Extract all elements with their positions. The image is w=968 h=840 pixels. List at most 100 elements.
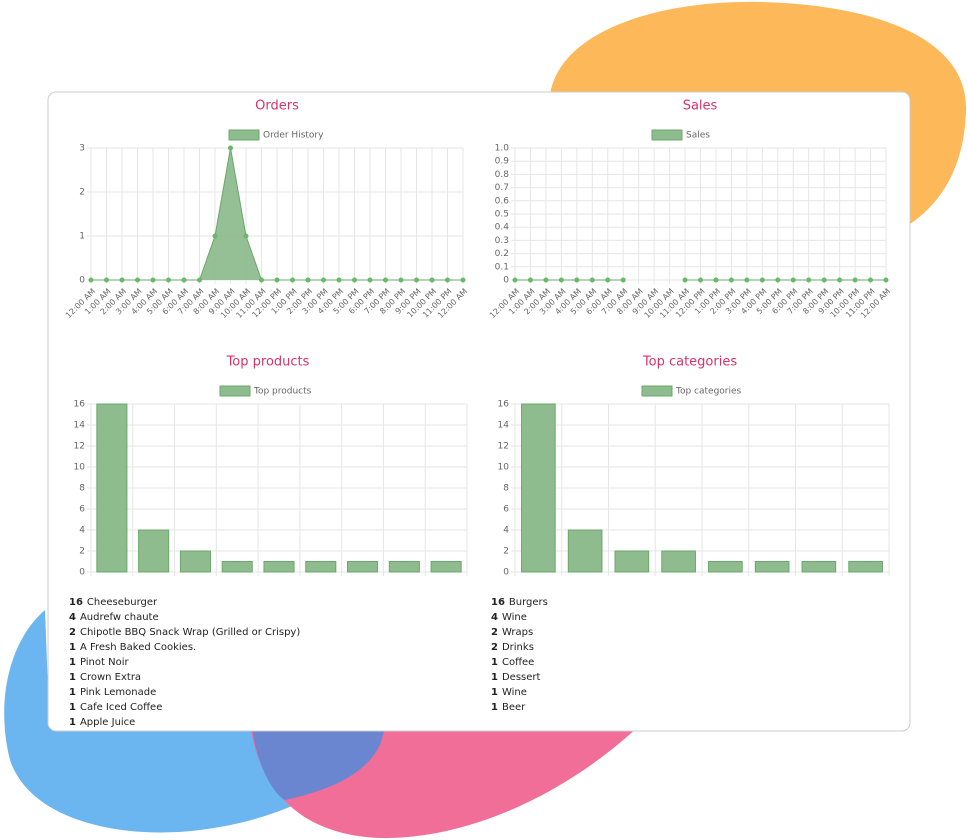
- y-tick-label: 4: [503, 526, 509, 536]
- point: [367, 277, 373, 283]
- point: [197, 277, 202, 283]
- bar: [96, 403, 128, 573]
- list-name: Wine: [502, 687, 527, 698]
- list-item: 1 Dessert: [491, 672, 541, 683]
- y-tick-label: 0.7: [495, 183, 509, 193]
- point: [104, 277, 109, 283]
- list-item: 1 Cafe Iced Coffee: [69, 702, 162, 713]
- y-tick-label: 0.6: [495, 196, 510, 206]
- list-count: 1: [69, 702, 76, 713]
- list-count: 2: [491, 642, 498, 653]
- chart-title: Top categories: [642, 355, 737, 370]
- point: [775, 277, 781, 283]
- list-item: 4 Wine: [491, 612, 527, 623]
- legend-swatch: [641, 385, 673, 397]
- bar: [430, 561, 462, 573]
- list-name: Dessert: [502, 672, 541, 683]
- y-tick-label: 0.8: [495, 170, 510, 180]
- list-name: Crown Extra: [80, 672, 141, 683]
- point: [336, 277, 342, 283]
- list-item: 1 Coffee: [491, 657, 534, 668]
- bar: [388, 561, 420, 573]
- point: [383, 277, 388, 283]
- point: [321, 277, 326, 283]
- list-item: 16 Burgers: [491, 597, 548, 608]
- list-name: Drinks: [502, 642, 534, 653]
- point: [305, 277, 311, 283]
- list-item: 2 Wraps: [491, 627, 533, 638]
- y-tick-label: 0.5: [495, 210, 509, 220]
- point: [728, 277, 734, 283]
- point: [821, 277, 827, 283]
- list-name: Beer: [502, 702, 526, 713]
- list-count: 1: [69, 657, 76, 668]
- list-name: Pink Lemonade: [80, 687, 156, 698]
- list-name: Pinot Noir: [80, 657, 130, 668]
- overlap-blob: [252, 728, 385, 800]
- point: [429, 277, 435, 283]
- list-count: 1: [69, 642, 76, 653]
- list-name: Coffee: [502, 657, 534, 668]
- list-name: Wraps: [502, 627, 533, 638]
- list-name: Cafe Iced Coffee: [80, 702, 162, 713]
- bar: [661, 550, 696, 573]
- point: [150, 277, 156, 283]
- list-name: Audrefw chaute: [80, 612, 159, 623]
- point: [88, 277, 94, 283]
- point: [790, 277, 796, 283]
- bar: [567, 529, 603, 573]
- legend-label: Order History: [263, 131, 324, 141]
- point: [883, 277, 889, 283]
- bar: [347, 561, 379, 573]
- list-count: 2: [69, 627, 76, 638]
- bar: [754, 561, 790, 573]
- bar: [708, 561, 743, 573]
- list-name: A Fresh Baked Cookies.: [80, 642, 196, 653]
- point: [352, 277, 357, 283]
- point: [713, 277, 719, 283]
- point: [605, 277, 611, 283]
- list-item: 2 Drinks: [491, 642, 534, 653]
- point: [759, 277, 765, 283]
- list-item: 1 Pink Lemonade: [69, 687, 156, 698]
- point: [527, 277, 533, 283]
- y-tick-label: 10: [498, 463, 510, 473]
- point: [290, 277, 295, 283]
- y-tick-label: 14: [74, 421, 86, 431]
- point: [620, 277, 626, 283]
- y-tick-label: 0.1: [495, 262, 509, 272]
- bar: [221, 561, 253, 573]
- list-count: 1: [69, 717, 76, 728]
- list-item: 1 Beer: [491, 702, 526, 713]
- chart-title: Orders: [255, 99, 299, 114]
- y-tick-label: 6: [79, 505, 85, 515]
- y-tick-label: 0.9: [495, 157, 510, 167]
- list-item: 16 Cheeseburger: [69, 597, 158, 608]
- bar: [521, 403, 556, 573]
- y-tick-label: 12: [74, 442, 85, 452]
- point: [414, 277, 419, 283]
- y-tick-label: 1: [79, 232, 85, 242]
- y-tick-label: 8: [503, 484, 509, 494]
- point: [558, 277, 564, 283]
- list-item: 1 Crown Extra: [69, 672, 141, 683]
- y-tick-label: 10: [74, 463, 86, 473]
- bar: [848, 561, 883, 573]
- point: [259, 277, 264, 283]
- point: [744, 277, 750, 283]
- bar: [138, 529, 170, 573]
- list-name: Apple Juice: [80, 717, 135, 728]
- y-tick-label: 6: [503, 505, 509, 515]
- y-tick-label: 0.4: [495, 223, 510, 233]
- list-count: 1: [69, 687, 76, 698]
- point: [445, 277, 450, 283]
- point: [574, 277, 580, 283]
- point: [852, 277, 858, 283]
- point: [698, 277, 703, 283]
- list-item: 2 Chipotle BBQ Snack Wrap (Grilled or Cri…: [69, 627, 300, 638]
- point: [460, 277, 466, 283]
- y-tick-label: 16: [74, 400, 86, 410]
- point: [398, 277, 404, 283]
- point: [135, 277, 140, 283]
